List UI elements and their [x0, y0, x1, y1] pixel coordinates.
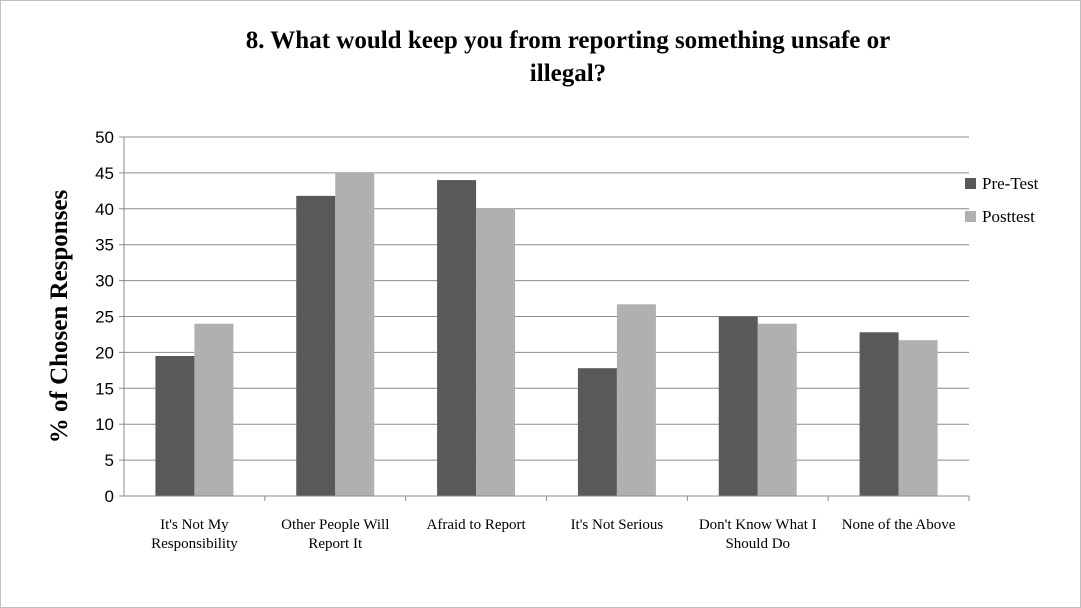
legend-label-pre-test: Pre-Test [982, 174, 1039, 193]
x-tick-label: None of the Above [842, 517, 956, 533]
legend-label-posttest: Posttest [982, 207, 1035, 226]
bar-pre-test-1 [155, 355, 195, 496]
legend: Pre-Test Posttest [965, 174, 1039, 226]
y-tick-label: 10 [95, 415, 114, 434]
y-tick-label: 5 [105, 451, 114, 470]
axes [123, 137, 970, 501]
x-tick-label: Other People Will Report It [281, 517, 389, 552]
y-axis-tick-labels: 0 5 10 15 20 25 30 35 40 45 50 [95, 128, 114, 506]
y-tick-label: 40 [95, 200, 114, 219]
y-tick-label: 20 [95, 343, 114, 362]
bars [155, 172, 938, 497]
bar-posttest-5 [757, 323, 797, 496]
legend-swatch-posttest [965, 211, 976, 222]
x-axis-tick-labels: It's Not My Responsibility Other People Wi… [151, 517, 956, 552]
bar-posttest-6 [898, 340, 938, 496]
x-tick-label: Afraid to Report [427, 517, 527, 533]
bar-posttest-2 [335, 172, 375, 496]
bar-pre-test-4 [577, 368, 617, 496]
bar-pre-test-6 [859, 332, 899, 496]
bar-pre-test-2 [296, 195, 336, 496]
y-tick-label: 30 [95, 272, 114, 291]
y-tick-label: 25 [95, 308, 114, 327]
x-tick-label: It's Not Serious [571, 517, 664, 533]
bar-pre-test-3 [437, 180, 477, 496]
y-tick-label: 50 [95, 128, 114, 147]
x-tick-label: Don't Know What I Should Do [699, 517, 817, 552]
x-tick-label: It's Not My Responsibility [151, 517, 238, 552]
y-tick-label: 35 [95, 236, 114, 255]
legend-swatch-pre-test [965, 178, 976, 189]
y-tick-label: 0 [105, 487, 114, 506]
gridlines [119, 136, 969, 497]
bar-posttest-3 [476, 208, 516, 497]
bar-posttest-1 [194, 323, 234, 496]
y-axis-title: % of Chosen Responses [46, 189, 73, 443]
y-tick-label: 45 [95, 164, 114, 183]
y-tick-label: 15 [95, 379, 114, 398]
bar-pre-test-5 [718, 316, 758, 496]
bar-posttest-4 [616, 304, 656, 496]
chart-title: 8. What would keep you from reporting so… [246, 27, 890, 87]
